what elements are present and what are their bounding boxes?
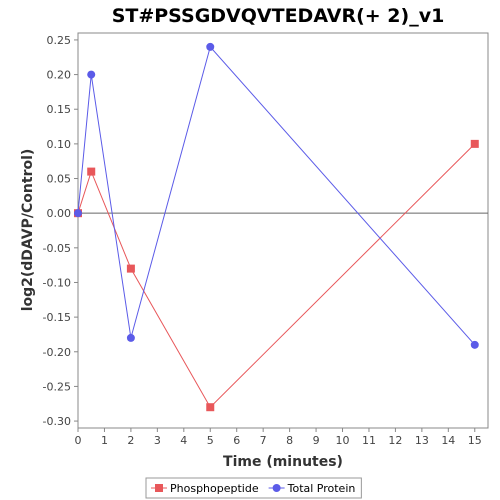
x-tick-label: 13 [415, 434, 429, 447]
y-tick-label: -0.10 [43, 276, 71, 289]
x-tick-label: 2 [127, 434, 134, 447]
data-point [74, 209, 82, 218]
y-tick-label: 0.25 [47, 34, 72, 47]
data-point [87, 70, 96, 79]
data-point [470, 340, 479, 349]
y-tick-label: -0.20 [43, 346, 71, 359]
data-point [206, 403, 215, 412]
y-tick-label: 0.15 [47, 103, 72, 116]
legend-marker-0 [155, 484, 163, 492]
legend-marker-1 [272, 484, 281, 492]
x-tick-label: 0 [75, 434, 82, 447]
data-point [126, 264, 135, 273]
x-tick-label: 14 [441, 434, 455, 447]
data-point [126, 333, 135, 342]
legend-label-1: Total Protein [287, 482, 356, 495]
x-tick-label: 4 [180, 434, 187, 447]
x-tick-label: 6 [233, 434, 240, 447]
data-point [206, 42, 215, 51]
chart-title: ST#PSSGDVQVTEDAVR(+ 2)_v1 [112, 5, 445, 27]
data-point [470, 139, 479, 148]
x-tick-label: 1 [101, 434, 108, 447]
x-axis-label: Time (minutes) [223, 454, 343, 470]
legend-box [145, 477, 362, 499]
x-tick-label: 10 [336, 434, 350, 447]
x-axis: 0 1 2 3 4 5 6 7 8 9 10 11 12 13 14 15 [75, 428, 482, 447]
y-tick-label: 0.05 [47, 173, 72, 186]
y-axis: 0.25 0.20 0.15 0.10 0.05 0.00 -0.05 -0.10 -0.15 -… [43, 34, 78, 428]
y-axis-label: log2(dDAVP/Control) [20, 149, 36, 312]
legend: Phosphopeptide Total Protein [145, 477, 362, 499]
x-tick-label: 5 [207, 434, 214, 447]
series-layer [74, 42, 479, 412]
y-tick-label: 0.10 [47, 138, 72, 151]
x-tick-label: 7 [260, 434, 267, 447]
y-tick-label: 0.20 [47, 69, 72, 82]
x-tick-label: 15 [468, 434, 482, 447]
x-tick-label: 12 [388, 434, 402, 447]
y-tick-label: -0.30 [43, 415, 71, 428]
legend-label-0: Phosphopeptide [170, 482, 259, 495]
y-tick-label: -0.05 [43, 242, 71, 255]
y-tick-label: 0.00 [47, 207, 72, 220]
plot-area [77, 32, 489, 429]
x-tick-label: 11 [362, 434, 376, 447]
x-tick-label: 3 [154, 434, 161, 447]
data-point [87, 167, 96, 176]
x-tick-label: 9 [313, 434, 320, 447]
y-tick-label: -0.25 [43, 380, 71, 393]
y-tick-label: -0.15 [43, 311, 71, 324]
x-tick-label: 8 [286, 434, 293, 447]
